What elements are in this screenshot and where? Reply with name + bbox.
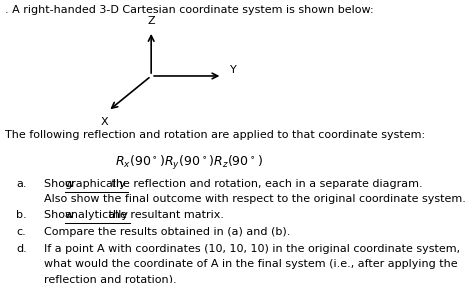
- Text: reflection and rotation).: reflection and rotation).: [45, 275, 177, 283]
- Text: Show: Show: [45, 210, 78, 220]
- Text: The following reflection and rotation are applied to that coordinate system:: The following reflection and rotation ar…: [5, 130, 425, 140]
- Text: c.: c.: [17, 227, 26, 237]
- Text: Compare the results obtained in (a) and (b).: Compare the results obtained in (a) and …: [45, 227, 291, 237]
- Text: graphically: graphically: [64, 179, 127, 189]
- Text: d.: d.: [17, 244, 27, 254]
- Text: If a point A with coordinates (10, 10, 10) in the original coordinate system,: If a point A with coordinates (10, 10, 1…: [45, 244, 461, 254]
- Text: $R_x(90^\circ)R_y(90^\circ)R_z(90^\circ)$: $R_x(90^\circ)R_y(90^\circ)R_z(90^\circ)…: [115, 154, 263, 172]
- Text: Also show the final outcome with respect to the original coordinate system.: Also show the final outcome with respect…: [45, 194, 466, 204]
- Text: analytically: analytically: [64, 210, 128, 220]
- Text: Y: Y: [230, 65, 237, 75]
- Text: Show: Show: [45, 179, 78, 189]
- Text: . A right-handed 3-D Cartesian coordinate system is shown below:: . A right-handed 3-D Cartesian coordinat…: [5, 5, 374, 15]
- Text: the reflection and rotation, each in a separate diagram.: the reflection and rotation, each in a s…: [108, 179, 422, 189]
- Text: b.: b.: [17, 210, 27, 220]
- Text: X: X: [100, 117, 108, 127]
- Text: Z: Z: [147, 16, 155, 26]
- Text: a.: a.: [17, 179, 27, 189]
- Text: what would the coordinate of A in the final system (i.e., after applying the: what would the coordinate of A in the fi…: [45, 259, 458, 269]
- Text: the resultant matrix.: the resultant matrix.: [106, 210, 225, 220]
